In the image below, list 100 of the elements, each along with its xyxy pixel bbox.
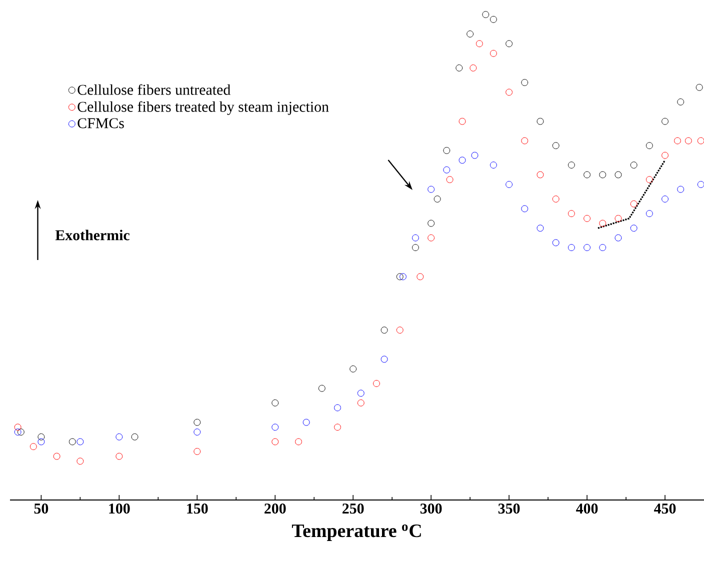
point: [458, 156, 466, 164]
point: [630, 224, 638, 232]
point: [53, 452, 60, 460]
point: [38, 438, 45, 446]
point: [696, 84, 703, 91]
point: [412, 244, 419, 252]
point: [490, 16, 497, 23]
point: [482, 11, 490, 18]
point: [552, 196, 560, 202]
point: [599, 220, 606, 227]
point: [131, 433, 138, 440]
point: [568, 162, 575, 168]
x-tick-label: 200: [264, 504, 286, 514]
point: [428, 220, 435, 227]
point: [428, 234, 435, 242]
point: [614, 234, 622, 242]
point: [14, 424, 22, 431]
annotation: Exothermic: [55, 230, 130, 240]
point: [38, 433, 45, 440]
point: [677, 98, 684, 106]
x-tick-label: 450: [654, 504, 676, 514]
point: [584, 171, 590, 178]
point: [536, 171, 544, 178]
point: [536, 224, 544, 232]
point: [466, 30, 474, 38]
point: [536, 118, 544, 125]
point: [373, 380, 380, 387]
point: [490, 50, 497, 57]
point: [30, 443, 37, 450]
point: [357, 390, 364, 397]
point: [568, 244, 575, 252]
point: [521, 137, 528, 144]
x-tick-label: 100: [109, 504, 130, 514]
point: [506, 181, 513, 188]
x-tick-label: 50: [34, 504, 48, 514]
point: [357, 399, 364, 406]
point: [334, 404, 341, 412]
point: [677, 186, 684, 193]
point: [614, 214, 622, 222]
point: [272, 424, 279, 431]
point: [646, 176, 653, 184]
point: [17, 428, 24, 436]
point: [116, 452, 123, 460]
point: [116, 433, 123, 440]
point: [68, 438, 76, 446]
point: [194, 418, 201, 426]
point: [302, 418, 310, 426]
point: [476, 40, 483, 48]
x-tick-label: 400: [576, 504, 598, 514]
point: [318, 384, 326, 392]
point: [599, 244, 606, 252]
point: [568, 210, 575, 218]
point: [646, 142, 653, 150]
x-axis-title: Temperature $^{o}$C: [292, 524, 421, 542]
point: [380, 326, 388, 334]
point: [599, 171, 606, 178]
point: [350, 365, 357, 372]
x-tick-label: 300: [420, 504, 442, 514]
point: [434, 196, 441, 202]
point: [443, 147, 450, 154]
point: [506, 88, 513, 96]
point: [584, 244, 590, 252]
point: [662, 196, 668, 202]
point: [443, 166, 450, 174]
point: [521, 205, 528, 212]
point: [674, 137, 681, 144]
point: [662, 152, 668, 159]
x-tick-label: 350: [498, 504, 520, 514]
point: [470, 64, 477, 72]
point: [584, 214, 590, 222]
point: [646, 210, 653, 218]
legend-label: Cellulose fibers untreated: [78, 84, 230, 95]
point: [76, 438, 84, 446]
point: [76, 458, 84, 465]
point: [552, 142, 560, 150]
point: [416, 273, 424, 280]
point: [194, 448, 201, 455]
point: [697, 181, 704, 188]
point: [662, 118, 668, 125]
point: [456, 64, 463, 72]
point: [400, 273, 406, 280]
legend-label: Cellulose fibers treated by steam injection: [78, 101, 329, 115]
point: [194, 428, 201, 436]
point: [471, 152, 478, 159]
x-tick-label: 250: [342, 504, 364, 514]
point: [521, 79, 528, 86]
point: [458, 118, 466, 125]
point: [630, 200, 638, 208]
point: [684, 137, 692, 144]
point: [506, 40, 513, 48]
point: [697, 137, 704, 144]
legend-label: CFMCs: [78, 118, 124, 128]
point: [380, 356, 388, 363]
point: [295, 438, 302, 446]
point: [552, 239, 560, 246]
point: [334, 424, 341, 431]
point: [272, 399, 279, 406]
point: [396, 326, 404, 334]
point: [614, 171, 622, 178]
point: [446, 176, 454, 184]
